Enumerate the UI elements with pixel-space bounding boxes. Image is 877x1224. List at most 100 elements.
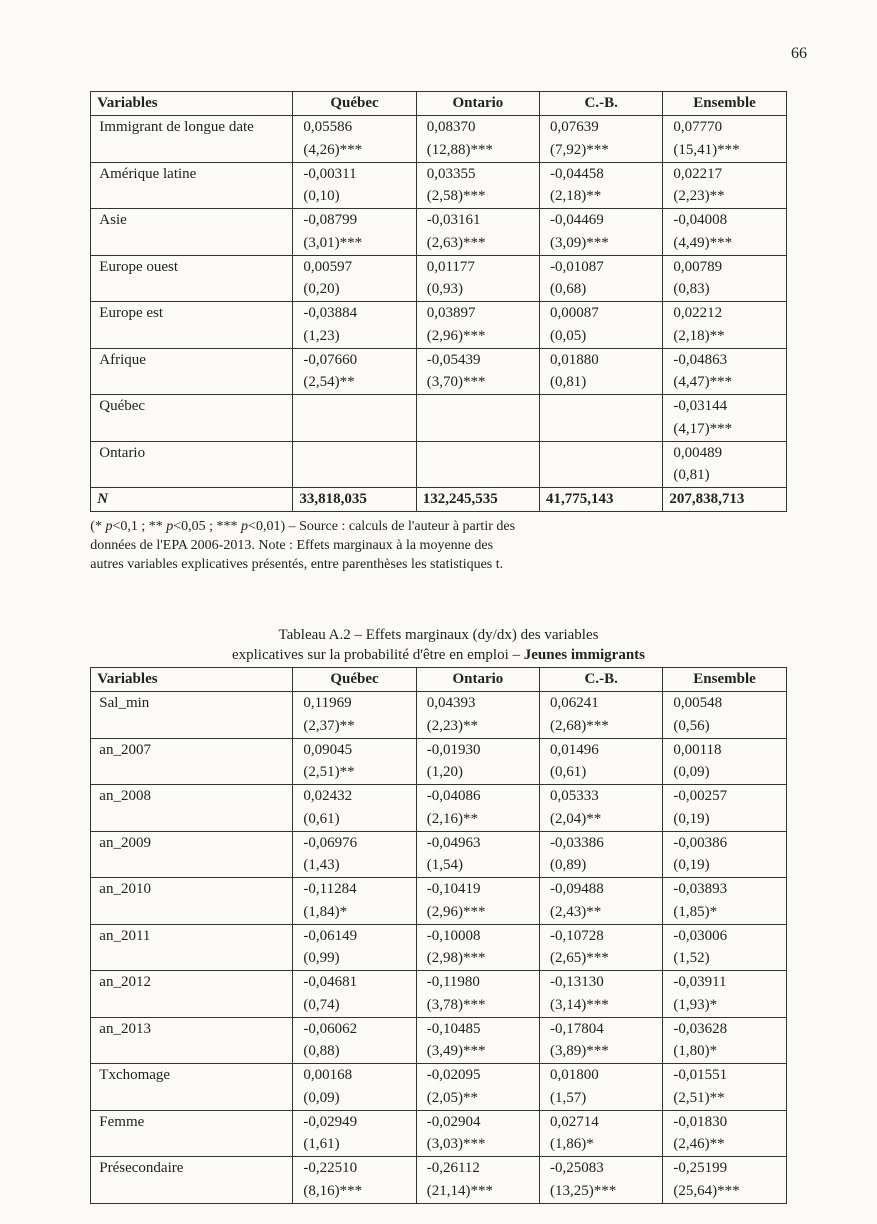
- t1-q-val: -0,07660: [299, 349, 409, 372]
- t1-o-val: 0,01177: [423, 256, 533, 279]
- t2-e: 0,00548(0,56): [663, 692, 786, 739]
- t1-o-t: (2,96)***: [423, 325, 533, 348]
- t2-q-t: (0,99): [299, 947, 409, 970]
- t1-o-t: (2,63)***: [423, 232, 533, 255]
- t2-q-t: (1,61): [299, 1133, 409, 1156]
- t2-e-t: (0,19): [669, 854, 779, 877]
- t2-row: an_2011-0,06149(0,99)-0,10008(2,98)***-0…: [91, 924, 786, 971]
- t2-o-t: (3,78)***: [423, 994, 533, 1017]
- t1-o: -0,03161(2,63)***: [416, 209, 539, 256]
- t2-o-t: (2,16)**: [423, 808, 533, 831]
- t2-row: Txchomage0,00168(0,09)-0,02095(2,05)**0,…: [91, 1064, 786, 1111]
- t1-o-t: (12,88)***: [423, 139, 533, 162]
- t1-row: Europe est-0,03884(1,23)0,03897(2,96)***…: [91, 302, 786, 349]
- t2-e: -0,03628(1,80)*: [663, 1017, 786, 1064]
- t2-q-t: (0,09): [299, 1087, 409, 1110]
- t2-c: 0,01496(0,61): [540, 738, 663, 785]
- t2-e-val: -0,01551: [669, 1064, 779, 1087]
- t2-c: -0,25083(13,25)***: [540, 1157, 663, 1204]
- t2-c: -0,10728(2,65)***: [540, 924, 663, 971]
- t2-c-val: -0,13130: [546, 971, 656, 994]
- t1-e-t: (0,81): [669, 464, 779, 487]
- t2-q-t: (0,88): [299, 1040, 409, 1063]
- t2-q: -0,06062(0,88): [293, 1017, 416, 1064]
- t1-c-t: (3,09)***: [546, 232, 656, 255]
- t1-q-t: (0,20): [299, 278, 409, 301]
- t1-c-t: (0,81): [546, 371, 656, 394]
- t2-c-t: (3,14)***: [546, 994, 656, 1017]
- t2-o: -0,10008(2,98)***: [416, 924, 539, 971]
- t2-o-val: -0,10419: [423, 878, 533, 901]
- t2-o-t: (2,23)**: [423, 715, 533, 738]
- t2-q: -0,04681(0,74): [293, 971, 416, 1018]
- t2-e: -0,00257(0,19): [663, 785, 786, 832]
- t2-var: an_2011: [91, 924, 293, 971]
- t1-q: -0,08799(3,01)***: [293, 209, 416, 256]
- t1-var: Afrique: [91, 348, 293, 395]
- t1-c-t: (7,92)***: [546, 139, 656, 162]
- t1-h0: Variables: [91, 92, 293, 116]
- t1-var: Europe ouest: [91, 255, 293, 302]
- t2-e: -0,03911(1,93)*: [663, 971, 786, 1018]
- caption-line2b: Jeunes immigrants: [524, 647, 645, 663]
- t1-o: 0,08370(12,88)***: [416, 116, 539, 163]
- t2-o: -0,11980(3,78)***: [416, 971, 539, 1018]
- t2-e-t: (0,19): [669, 808, 779, 831]
- t2-q-val: -0,04681: [299, 971, 409, 994]
- t2-o-val: -0,01930: [423, 739, 533, 762]
- t1-e-t: (2,18)**: [669, 325, 779, 348]
- t1-var: Amérique latine: [91, 162, 293, 209]
- t2-var: an_2007: [91, 738, 293, 785]
- note-1e: <0,05 ; ***: [173, 519, 241, 534]
- t2-o: -0,04963(1,54): [416, 831, 539, 878]
- t1-n-e: 207,838,713: [663, 488, 786, 512]
- t1-e-t: (4,47)***: [669, 371, 779, 394]
- t2-e-t: (0,56): [669, 715, 779, 738]
- table-1: Variables Québec Ontario C.-B. Ensemble …: [90, 91, 786, 512]
- t2-e-t: (1,52): [669, 947, 779, 970]
- t2-o-val: -0,04963: [423, 832, 533, 855]
- t2-e: -0,03893(1,85)*: [663, 878, 786, 925]
- t2-o-val: 0,04393: [423, 692, 533, 715]
- t2-c-t: (0,89): [546, 854, 656, 877]
- t1-q-val: 0,00597: [299, 256, 409, 279]
- t2-q-val: -0,06149: [299, 925, 409, 948]
- t1-c-val: 0,00087: [546, 302, 656, 325]
- t1-o-val: -0,05439: [423, 349, 533, 372]
- t2-o-t: (1,20): [423, 761, 533, 784]
- t2-var: Txchomage: [91, 1064, 293, 1111]
- t2-e-t: (2,51)**: [669, 1087, 779, 1110]
- t2-c-val: 0,02714: [546, 1111, 656, 1134]
- t2-q: -0,11284(1,84)*: [293, 878, 416, 925]
- t1-row: Afrique-0,07660(2,54)**-0,05439(3,70)***…: [91, 348, 786, 395]
- t2-o-val: -0,10008: [423, 925, 533, 948]
- t1-c-t: (0,05): [546, 325, 656, 348]
- t1-e-t: (4,49)***: [669, 232, 779, 255]
- t1-o: 0,01177(0,93): [416, 255, 539, 302]
- t2-q-t: (2,37)**: [299, 715, 409, 738]
- t2-q: -0,06149(0,99): [293, 924, 416, 971]
- t1-var: Québec: [91, 395, 293, 442]
- t2-e-t: (1,80)*: [669, 1040, 779, 1063]
- t2-o: -0,02095(2,05)**: [416, 1064, 539, 1111]
- t1-h3: C.-B.: [540, 92, 663, 116]
- t2-o-t: (1,54): [423, 854, 533, 877]
- t2-o-t: (2,96)***: [423, 901, 533, 924]
- t1-h1: Québec: [293, 92, 416, 116]
- t1-n-c: 41,775,143: [540, 488, 663, 512]
- t2-o: -0,10419(2,96)***: [416, 878, 539, 925]
- t1-o-val: -0,03161: [423, 209, 533, 232]
- t2-o: 0,04393(2,23)**: [416, 692, 539, 739]
- t2-o: -0,01930(1,20): [416, 738, 539, 785]
- t1-c: 0,00087(0,05): [540, 302, 663, 349]
- t1-o: 0,03355(2,58)***: [416, 162, 539, 209]
- t2-e-val: -0,03628: [669, 1018, 779, 1041]
- t2-c-val: 0,06241: [546, 692, 656, 715]
- t2-c-val: -0,09488: [546, 878, 656, 901]
- t1-e: 0,00789(0,83): [663, 255, 786, 302]
- t2-c-val: 0,01496: [546, 739, 656, 762]
- t2-o-t: (2,98)***: [423, 947, 533, 970]
- t2-c: -0,09488(2,43)**: [540, 878, 663, 925]
- t2-e: -0,00386(0,19): [663, 831, 786, 878]
- t2-c: -0,17804(3,89)***: [540, 1017, 663, 1064]
